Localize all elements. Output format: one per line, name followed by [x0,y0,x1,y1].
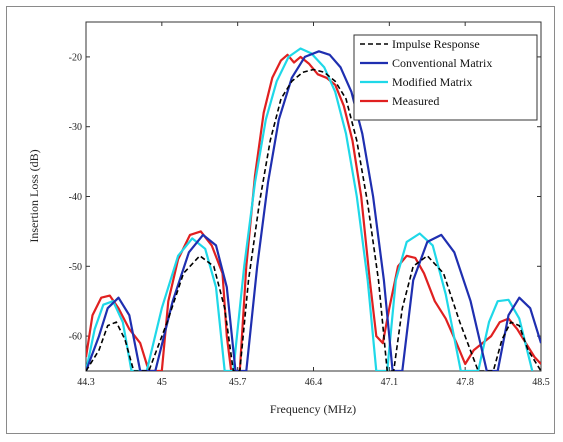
x-axis-label: Frequency (MHz) [270,402,356,416]
x-tick-label: 47.1 [381,377,399,388]
y-tick-label: -50 [69,262,82,273]
series-line-conventional-matrix [86,50,541,371]
legend-label: Modified Matrix [392,75,472,89]
legend: Impulse Response Conventional Matrix Modif… [353,34,538,121]
series-layer [86,47,541,371]
series-line-modified-matrix [86,47,534,371]
series-line-impulse-response [86,68,541,371]
x-tick-label: 46.4 [305,377,323,388]
legend-box [353,34,538,121]
x-tick-label: 45 [157,377,167,388]
x-tick-label: 45.7 [229,377,247,388]
x-tick-label: 44.3 [77,377,95,388]
x-tick-label: 47.8 [456,377,474,388]
legend-label: Conventional Matrix [392,56,492,70]
y-tick-label: -30 [69,122,82,133]
x-tick-label: 48.5 [532,377,550,388]
y-axis: -60 -50 -40 -30 -20 [69,52,541,343]
y-tick-label: -60 [69,332,82,343]
y-tick-label: -20 [69,52,82,63]
y-axis-label: Insertion Loss (dB) [27,149,41,242]
legend-label: Measured [392,94,439,108]
y-tick-label: -40 [69,192,82,203]
legend-label: Impulse Response [392,37,480,51]
